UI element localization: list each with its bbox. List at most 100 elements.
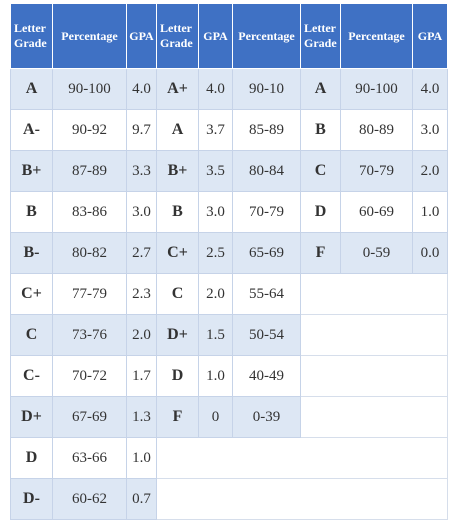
cell-percentage: 90-100 — [340, 68, 413, 110]
cell-percentage: 73-76 — [52, 314, 127, 356]
cell-percentage: 67-69 — [52, 396, 127, 438]
cell-gpa: 2.0 — [198, 273, 233, 315]
header-percentage-2: Percentage — [232, 3, 301, 69]
empty-cell — [300, 396, 448, 438]
header-gpa-2: GPA — [198, 3, 233, 69]
header-gpa-3: GPA — [412, 3, 448, 69]
cell-gpa: 3.0 — [198, 191, 233, 233]
cell-letter-grade: D — [156, 355, 199, 397]
cell-percentage: 80-84 — [232, 150, 301, 192]
cell-percentage: 70-79 — [232, 191, 301, 233]
cell-gpa: 9.7 — [126, 109, 157, 151]
cell-percentage: 90-92 — [52, 109, 127, 151]
cell-letter-grade: C — [10, 314, 53, 356]
cell-gpa: 0.7 — [126, 478, 157, 520]
cell-gpa: 1.0 — [126, 437, 157, 479]
cell-letter-grade: A+ — [156, 68, 199, 110]
cell-gpa: 2.0 — [412, 150, 448, 192]
cell-percentage: 87-89 — [52, 150, 127, 192]
table-row: D+ 67-69 1.3 F 0 0-39 — [10, 396, 448, 438]
cell-letter-grade: B — [156, 191, 199, 233]
cell-gpa: 1.7 — [126, 355, 157, 397]
header-gpa-1: GPA — [126, 3, 157, 69]
cell-gpa: 2.0 — [126, 314, 157, 356]
cell-gpa: 2.7 — [126, 232, 157, 274]
empty-cell — [156, 478, 448, 520]
cell-gpa: 0.0 — [412, 232, 448, 274]
cell-gpa: 4.0 — [126, 68, 157, 110]
cell-letter-grade: C- — [10, 355, 53, 397]
cell-gpa: 4.0 — [198, 68, 233, 110]
table-row: A- 90-92 9.7 A 3.7 85-89 B 80-89 3.0 — [10, 109, 448, 151]
cell-letter-grade: B+ — [156, 150, 199, 192]
cell-percentage: 70-79 — [340, 150, 413, 192]
cell-gpa: 1.0 — [198, 355, 233, 397]
cell-gpa: 3.7 — [198, 109, 233, 151]
cell-letter-grade: F — [300, 232, 341, 274]
cell-percentage: 83-86 — [52, 191, 127, 233]
header-letter-grade-2: Letter Grade — [156, 3, 199, 69]
cell-gpa: 2.3 — [126, 273, 157, 315]
cell-gpa: 4.0 — [412, 68, 448, 110]
cell-letter-grade: D — [10, 437, 53, 479]
cell-letter-grade: B+ — [10, 150, 53, 192]
table-body: A 90-100 4.0 A+ 4.0 90-10 A 90-100 4.0 A- 90-92 9.7… — [10, 68, 448, 520]
cell-gpa: 3.0 — [126, 191, 157, 233]
cell-gpa: 3.0 — [412, 109, 448, 151]
cell-gpa: 1.5 — [198, 314, 233, 356]
cell-letter-grade: C+ — [156, 232, 199, 274]
cell-gpa: 1.0 — [412, 191, 448, 233]
cell-percentage: 80-82 — [52, 232, 127, 274]
cell-letter-grade: D+ — [10, 396, 53, 438]
cell-letter-grade: D+ — [156, 314, 199, 356]
cell-letter-grade: C+ — [10, 273, 53, 315]
cell-percentage: 90-10 — [232, 68, 301, 110]
cell-percentage: 60-62 — [52, 478, 127, 520]
empty-cell — [156, 437, 448, 479]
table-row: B+ 87-89 3.3 B+ 3.5 80-84 C 70-79 2.0 — [10, 150, 448, 192]
header-letter-grade-1: Letter Grade — [10, 3, 53, 69]
table-row: D- 60-62 0.7 — [10, 478, 448, 520]
table-row: C 73-76 2.0 D+ 1.5 50-54 — [10, 314, 448, 356]
table-row: C+ 77-79 2.3 C 2.0 55-64 — [10, 273, 448, 315]
cell-percentage: 40-49 — [232, 355, 301, 397]
cell-gpa: 2.5 — [198, 232, 233, 274]
cell-percentage: 85-89 — [232, 109, 301, 151]
empty-cell — [300, 273, 448, 315]
table-row: B- 80-82 2.7 C+ 2.5 65-69 F 0-59 0.0 — [10, 232, 448, 274]
cell-percentage: 90-100 — [52, 68, 127, 110]
cell-percentage: 50-54 — [232, 314, 301, 356]
cell-percentage: 65-69 — [232, 232, 301, 274]
empty-cell — [300, 314, 448, 356]
cell-gpa: 1.3 — [126, 396, 157, 438]
cell-letter-grade: C — [300, 150, 341, 192]
cell-percentage: 60-69 — [340, 191, 413, 233]
table-row: B 83-86 3.0 B 3.0 70-79 D 60-69 1.0 — [10, 191, 448, 233]
cell-percentage: 0-39 — [232, 396, 301, 438]
header-row: Letter Grade Percentage GPA Letter Grade… — [10, 3, 448, 69]
cell-gpa: 3.3 — [126, 150, 157, 192]
table-row: C- 70-72 1.7 D 1.0 40-49 — [10, 355, 448, 397]
cell-letter-grade: D- — [10, 478, 53, 520]
empty-cell — [300, 355, 448, 397]
cell-letter-grade: B — [10, 191, 53, 233]
cell-letter-grade: B- — [10, 232, 53, 274]
cell-letter-grade: A — [300, 68, 341, 110]
cell-letter-grade: F — [156, 396, 199, 438]
header-percentage-1: Percentage — [52, 3, 127, 69]
cell-percentage: 77-79 — [52, 273, 127, 315]
cell-letter-grade: B — [300, 109, 341, 151]
cell-letter-grade: A — [156, 109, 199, 151]
header-percentage-3: Percentage — [340, 3, 413, 69]
cropped-text-strip — [40, 517, 440, 522]
cell-percentage: 80-89 — [340, 109, 413, 151]
cell-letter-grade: A — [10, 68, 53, 110]
table-row: A 90-100 4.0 A+ 4.0 90-10 A 90-100 4.0 — [10, 68, 448, 110]
table-row: D 63-66 1.0 — [10, 437, 448, 479]
cell-letter-grade: D — [300, 191, 341, 233]
header-letter-grade-3: Letter Grade — [300, 3, 341, 69]
cell-percentage: 55-64 — [232, 273, 301, 315]
cell-percentage: 0-59 — [340, 232, 413, 274]
cell-percentage: 70-72 — [52, 355, 127, 397]
grade-conversion-table: Letter Grade Percentage GPA Letter Grade… — [10, 3, 448, 520]
